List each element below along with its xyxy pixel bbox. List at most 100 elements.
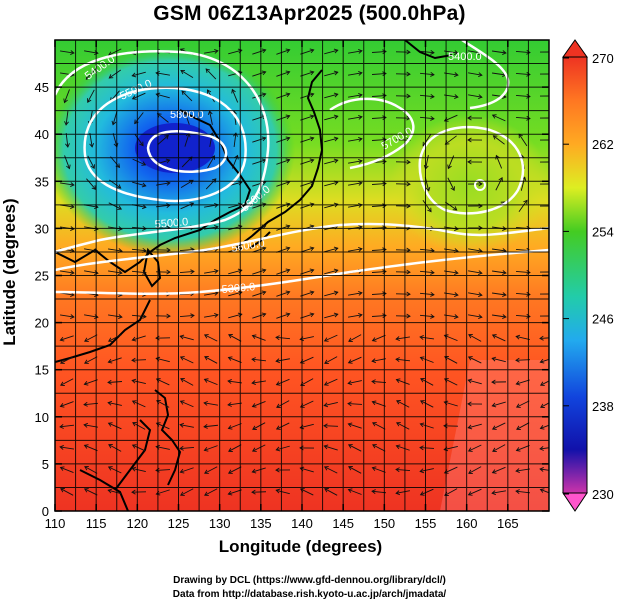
y-tick-label: 40 [35,127,49,142]
flow-arrow [492,135,498,140]
flow-arrow [406,49,411,55]
contour-5400 [83,86,247,203]
flow-arrow [108,74,114,79]
flow-arrow [333,48,339,54]
streamline [180,488,194,496]
streamline [539,337,549,339]
streamline [60,292,74,296]
streamline [252,467,266,473]
x-tick-label: 110 [45,516,66,531]
streamline [276,93,290,99]
streamline [515,72,531,76]
streamline [228,380,242,384]
flow-arrow [64,121,69,126]
coastline-philippines [114,389,182,491]
streamline [131,270,147,274]
streamline [276,291,290,297]
streamline [228,444,242,452]
flow-arrow [430,71,435,77]
streamline [539,447,549,450]
flow-arrow [203,400,208,406]
streamline [276,445,290,451]
streamline [252,380,266,384]
streamline [371,117,387,119]
flow-arrow [526,49,531,55]
flow-arrow [131,95,137,100]
streamline [371,249,387,251]
streamline [156,489,170,495]
flow-arrow [118,226,123,232]
flow-arrow [348,337,353,342]
flow-arrow [358,136,363,142]
streamline [420,336,434,340]
streamline [348,356,362,364]
streamline [60,335,74,341]
streamline [516,468,530,472]
flow-arrow [164,134,169,140]
streamline [276,159,290,165]
flow-arrow [59,403,65,408]
streamline [108,489,122,495]
flow-arrow [491,469,497,474]
streamline [419,72,435,76]
flow-arrow [478,72,483,78]
streamline [540,358,549,363]
colorbar-bottom-arrow [562,492,588,512]
flow-arrow [468,334,473,339]
streamline [252,71,266,77]
streamline [492,334,506,342]
flow-arrow [454,72,459,78]
flow-arrow [467,356,473,361]
flow-arrow [203,423,208,429]
streamline [444,334,458,342]
streamline [251,358,267,362]
streamline [300,400,314,408]
flow-arrow [430,93,435,99]
flow-arrow [502,270,507,275]
flow-arrow [285,312,291,318]
flow-arrow [309,114,315,120]
streamline [300,269,314,275]
flow-arrow [515,357,520,363]
x-tick-label: 135 [250,516,272,531]
flow-arrow [382,203,387,209]
flow-arrow [275,488,281,494]
streamline [447,177,455,191]
x-tick-label: 140 [291,516,313,531]
flow-arrow [70,226,75,231]
flow-arrow [523,199,528,205]
streamline [468,270,482,274]
streamline [132,92,146,100]
flow-arrow [139,141,144,147]
streamline [228,466,242,474]
flow-arrow [467,159,472,165]
flow-arrow [419,468,425,474]
flow-arrow [539,358,545,364]
streamline [276,269,290,275]
y-tick-label: 0 [42,504,49,519]
flow-arrow [261,92,267,98]
streamline [396,400,410,408]
flow-arrow [395,336,400,342]
flow-arrow [419,422,425,428]
streamline [204,402,218,406]
flow-arrow [491,356,497,362]
flow-arrow [59,424,64,429]
streamline [181,90,193,102]
streamline [181,156,193,168]
streamline [371,490,387,494]
flow-arrow [406,291,411,297]
flow-arrow [467,447,473,452]
streamline [252,247,266,253]
flow-arrow [203,378,209,383]
flow-arrow [540,403,545,408]
streamline [540,424,549,429]
streamline [420,357,434,363]
streamline [324,291,338,297]
streamline [60,446,74,450]
streamline [112,133,118,147]
flow-arrow [285,268,291,274]
y-tick-label: 5 [42,457,49,472]
flow-arrow [333,70,339,76]
flow-arrow [347,488,353,493]
